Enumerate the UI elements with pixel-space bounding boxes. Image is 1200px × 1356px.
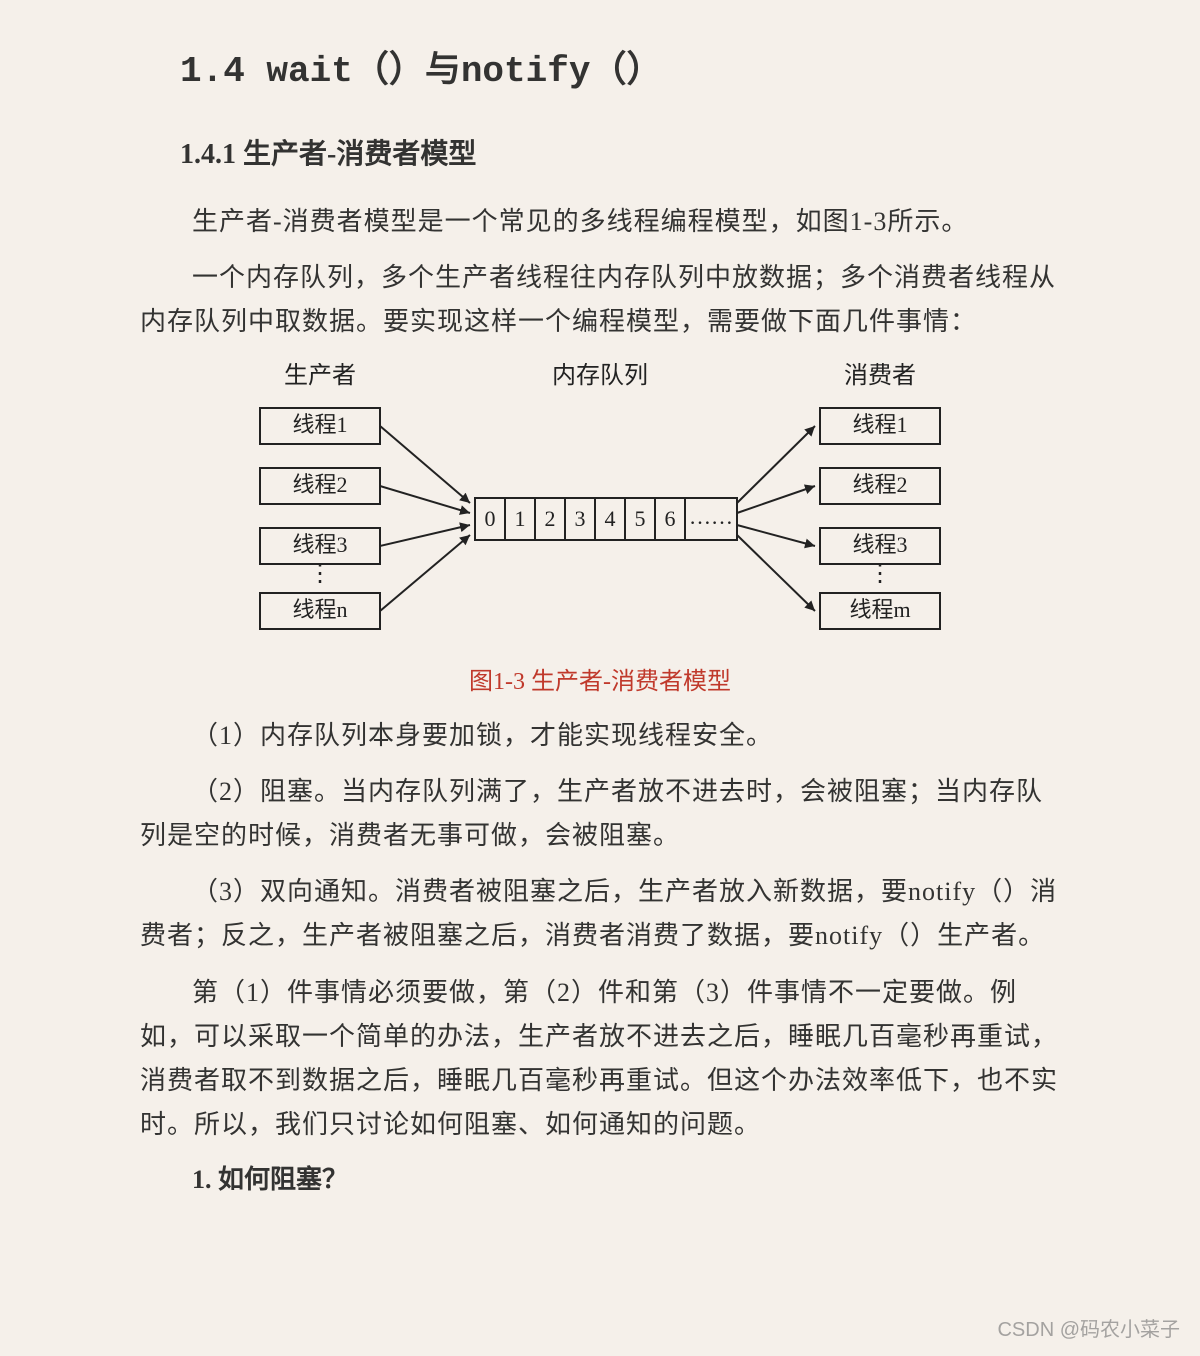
subsection-title: 1.4.1 生产者-消费者模型 [180,132,1060,172]
svg-text:4: 4 [605,506,616,531]
arrow-pn [380,535,470,611]
svg-text:线程1: 线程1 [292,412,347,437]
watermark-text: CSDN @码农小菜子 [997,1313,1180,1342]
diagram-header-queue: 内存队列 [552,363,648,389]
paragraph-3: （1）内存队列本身要加锁，才能实现线程安全。 [140,714,1060,758]
producer-consumer-diagram: 生产者 内存队列 消费者 线程1 线程2 线程3 ⋮ 线程n 线程1 线程2 [220,363,980,653]
arrow-c1 [737,426,815,503]
svg-text:2: 2 [545,506,556,531]
producer-box-3: 线程3 [260,528,380,564]
svg-text:……: …… [689,504,733,529]
paragraph-2: 一个内存队列，多个生产者线程往内存队列中放数据；多个消费者线程从内存队列中取数据… [140,256,1060,344]
svg-text:线程m: 线程m [849,597,910,622]
producer-box-1: 线程1 [260,408,380,444]
producer-box-2: 线程2 [260,468,380,504]
arrow-p2 [380,486,470,513]
svg-text:1: 1 [515,506,526,531]
svg-text:3: 3 [575,506,586,531]
paragraph-6: 第（1）件事情必须要做，第（2）件和第（3）件事情不一定要做。例如，可以采取一个… [140,971,1060,1148]
arrow-p3 [380,525,470,546]
paragraph-1: 生产者-消费者模型是一个常见的多线程编程模型，如图1-3所示。 [140,200,1060,244]
svg-text:线程3: 线程3 [292,532,347,557]
svg-text:线程n: 线程n [292,597,347,622]
diagram-header-consumer: 消费者 [844,363,916,389]
consumer-box-2: 线程2 [820,468,940,504]
svg-text:0: 0 [485,506,496,531]
consumer-vdots: ⋮ [868,561,892,587]
consumer-box-m: 线程m [820,593,940,629]
consumer-box-1: 线程1 [820,408,940,444]
figure-caption: 图1-3 生产者-消费者模型 [140,661,1060,696]
diagram-figure: 生产者 内存队列 消费者 线程1 线程2 线程3 ⋮ 线程n 线程1 线程2 [140,363,1060,653]
arrow-cm [737,535,815,611]
svg-text:线程2: 线程2 [292,472,347,497]
consumer-box-3: 线程3 [820,528,940,564]
arrow-p1 [380,426,470,503]
paragraph-5: （3）双向通知。消费者被阻塞之后，生产者放入新数据，要notify（）消费者；反… [140,870,1060,958]
arrow-c3 [737,525,815,546]
svg-text:5: 5 [635,506,646,531]
producer-box-n: 线程n [260,593,380,629]
diagram-header-producer: 生产者 [284,363,356,389]
section-title: 1.4 wait（）与notify（） [180,40,1060,92]
svg-text:线程1: 线程1 [852,412,907,437]
producer-vdots: ⋮ [308,561,332,587]
svg-text:线程3: 线程3 [852,532,907,557]
queue-cells: 0 1 2 3 4 5 6 …… [475,498,737,540]
paragraph-4: （2）阻塞。当内存队列满了，生产者放不进去时，会被阻塞；当内存队列是空的时候，消… [140,770,1060,858]
svg-text:6: 6 [665,506,676,531]
sub-heading-1: 1. 如何阻塞？ [140,1159,1060,1196]
svg-text:线程2: 线程2 [852,472,907,497]
